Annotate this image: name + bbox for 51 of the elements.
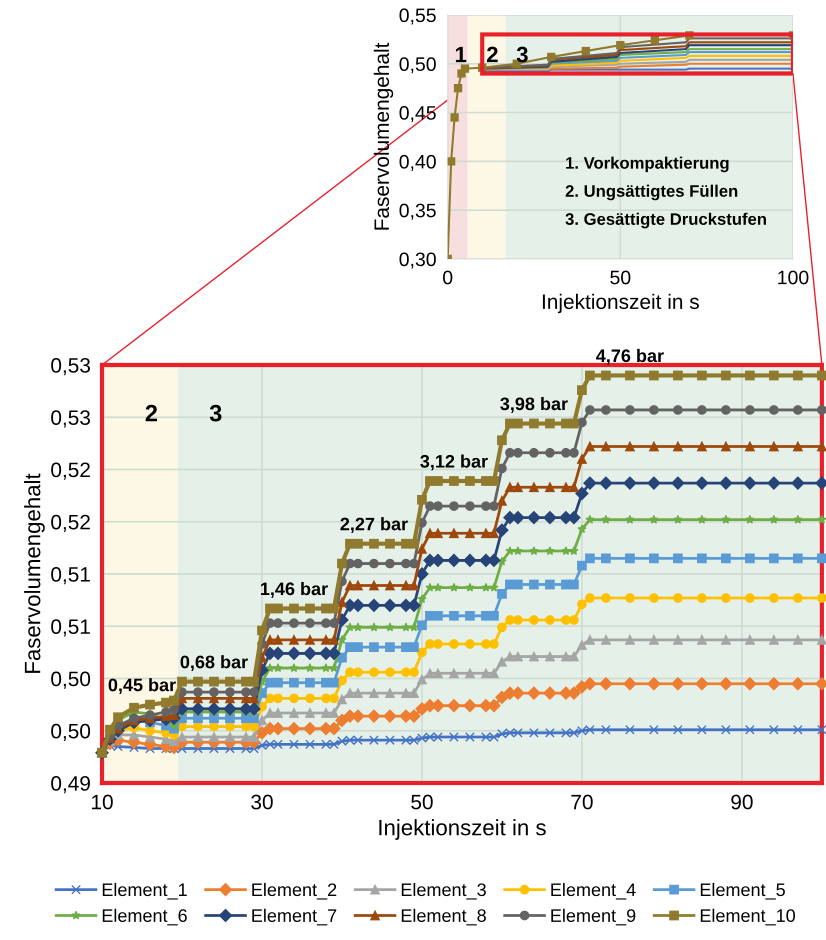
x-tick-label: 0: [443, 270, 452, 284]
y-tick-label: 0,51: [51, 619, 90, 636]
legend-label: Element_1: [102, 882, 187, 900]
annotation: 4,76 bar: [596, 348, 664, 365]
y-tick-label: 0,55: [400, 8, 436, 24]
legend-label: Element_10: [700, 908, 796, 926]
annotation: 2,27 bar: [340, 517, 408, 534]
x-tick-label: 50: [610, 270, 630, 284]
annotation: 2. Ungsättigtes Füllen: [566, 184, 738, 200]
y-tick-label: 0,50: [51, 672, 90, 689]
y-tick-label: 0,53: [51, 410, 90, 428]
annotation: 0,45 bar: [108, 678, 176, 694]
band-label: 1: [456, 46, 466, 62]
legend-label: Element_4: [551, 882, 636, 900]
y-tick-label: 0,30: [400, 252, 436, 269]
y-axis-title: Faservolumengehalt: [374, 42, 394, 230]
y-tick-label: 0,52: [51, 514, 90, 532]
band-label: 3: [210, 404, 222, 422]
legend-label: Element_8: [402, 908, 486, 926]
y-tick-label: 0,50: [51, 724, 90, 741]
annotation: 3. Gesättigte Druckstufen: [565, 212, 766, 228]
band-label: 2: [146, 404, 158, 422]
legend-label: Element_6: [102, 908, 187, 926]
annotation: 3,12 bar: [420, 454, 488, 470]
legend-label: Element_5: [700, 882, 785, 900]
x-tick-label: 50: [411, 794, 433, 810]
y-tick-label: 0,52: [51, 462, 90, 480]
x-tick-label: 10: [92, 794, 113, 810]
x-tick-label: 30: [251, 794, 273, 810]
y-tick-label: 0,35: [400, 204, 436, 220]
legend-label: Element_9: [551, 908, 636, 926]
annotation: 0,68 bar: [180, 655, 248, 671]
band-label: 3: [516, 46, 528, 62]
annotation: 1,46 bar: [260, 582, 328, 598]
legend-label: Element_2: [252, 882, 336, 900]
annotation: 3,98 bar: [500, 396, 568, 413]
legend-label: Element_3: [402, 882, 486, 900]
annotation: 1. Vorkompaktierung: [566, 156, 729, 172]
x-axis-title: Injektionszeit in s: [542, 294, 699, 314]
y-tick-label: 0,40: [400, 154, 436, 171]
y-axis-title: Faservolumengehalt: [24, 473, 45, 673]
y-tick-label: 0,50: [400, 57, 436, 74]
x-tick-label: 70: [571, 794, 593, 810]
legend-label: Element_7: [252, 908, 336, 926]
y-tick-label: 0,51: [51, 567, 90, 584]
y-tick-label: 0,53: [51, 358, 90, 376]
band-label: 2: [486, 46, 498, 62]
x-axis-title: Injektionszeit in s: [379, 819, 546, 840]
y-tick-label: 0,49: [51, 776, 90, 794]
x-tick-label: 100: [778, 270, 808, 284]
x-tick-label: 90: [731, 794, 753, 810]
